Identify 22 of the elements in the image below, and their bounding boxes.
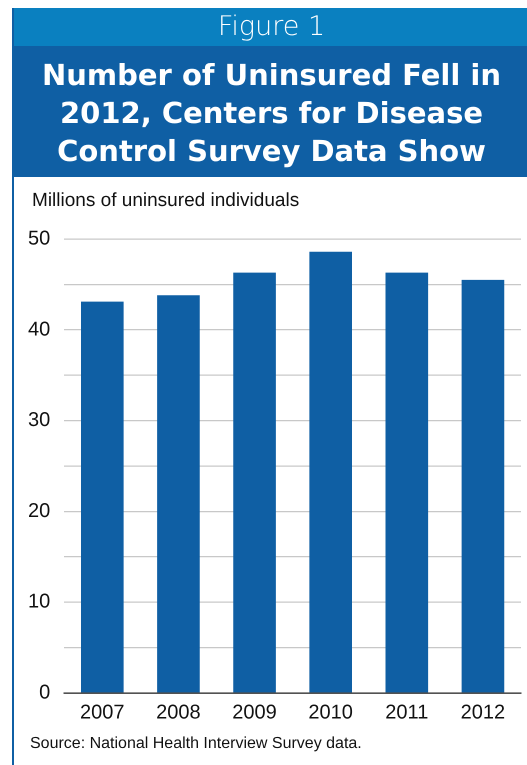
y-tick-label: 10 [28, 590, 50, 613]
source-note: Source: National Health Interview Survey data. [30, 735, 362, 753]
y-tick-label: 50 [28, 228, 50, 250]
x-tick-label: 2009 [232, 702, 277, 724]
bar [462, 280, 504, 692]
bar [385, 272, 428, 692]
bar [80, 302, 124, 692]
y-tick-label: 0 [39, 682, 50, 704]
bar [233, 272, 276, 692]
chart-title: Number of Uninsured Fell in 2012, Centers for Disease Control Survey Data Show [14, 46, 527, 177]
x-tick-label: 2008 [156, 702, 201, 724]
y-tick-label: 40 [28, 318, 50, 340]
y-axis-title: Millions of uninsured individuals [32, 190, 300, 212]
bar [157, 295, 200, 692]
x-tick-label: 2010 [308, 702, 353, 724]
caption: Figure 1 [14, 8, 527, 46]
x-tick-label: 2012 [460, 702, 506, 724]
y-tick-label: 20 [28, 500, 50, 522]
bar [309, 252, 352, 692]
y-tick-label: 30 [28, 409, 50, 432]
x-tick-label: 2007 [80, 702, 125, 724]
x-tick-label: 2011 [385, 702, 428, 724]
